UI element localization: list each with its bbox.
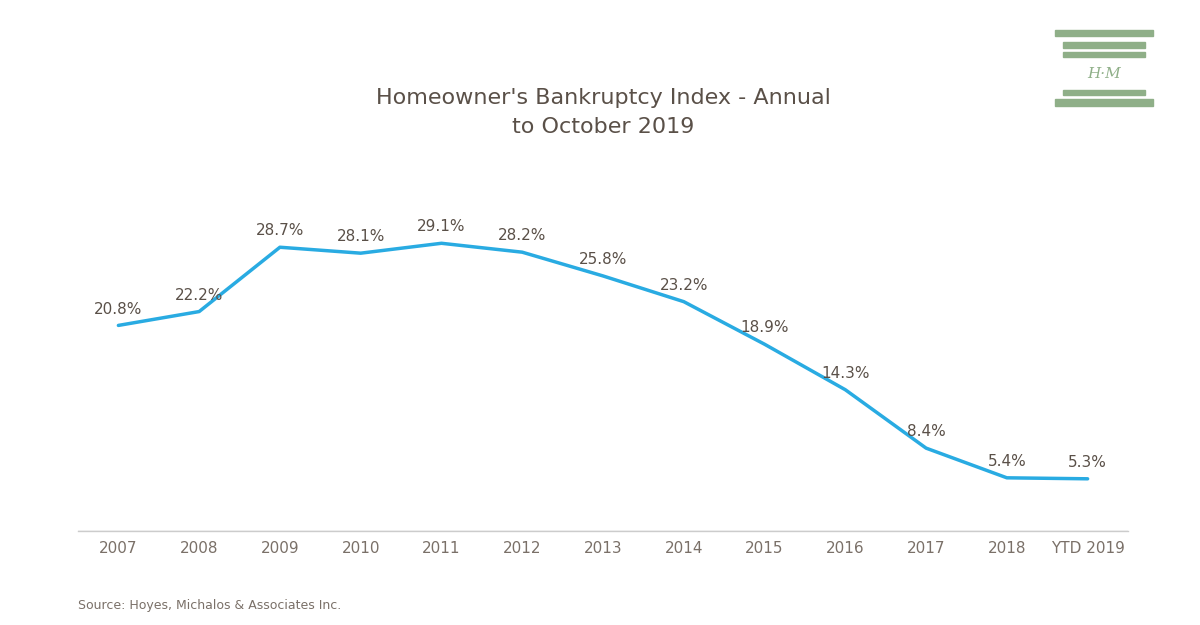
Text: 5.4%: 5.4% xyxy=(988,454,1026,469)
Text: 23.2%: 23.2% xyxy=(660,278,708,292)
Text: 20.8%: 20.8% xyxy=(94,301,143,316)
Text: 28.7%: 28.7% xyxy=(256,223,304,238)
Text: 18.9%: 18.9% xyxy=(740,321,788,336)
Bar xyxy=(1056,29,1153,36)
Bar xyxy=(1063,42,1145,48)
Text: 22.2%: 22.2% xyxy=(175,288,223,302)
Bar xyxy=(1063,52,1145,56)
Text: 14.3%: 14.3% xyxy=(821,366,870,381)
Text: Source: Hoyes, Michalos & Associates Inc.: Source: Hoyes, Michalos & Associates Inc… xyxy=(78,599,341,612)
Text: 5.3%: 5.3% xyxy=(1068,455,1108,470)
Text: 25.8%: 25.8% xyxy=(578,252,628,267)
Text: 29.1%: 29.1% xyxy=(418,219,466,234)
Text: 8.4%: 8.4% xyxy=(907,424,946,439)
Text: 28.1%: 28.1% xyxy=(336,229,385,244)
Text: H·M: H·M xyxy=(1087,68,1121,81)
Text: 28.2%: 28.2% xyxy=(498,228,546,243)
Title: Homeowner's Bankruptcy Index - Annual
to October 2019: Homeowner's Bankruptcy Index - Annual to… xyxy=(376,88,830,138)
Bar xyxy=(1063,90,1145,95)
Bar xyxy=(1056,99,1153,106)
